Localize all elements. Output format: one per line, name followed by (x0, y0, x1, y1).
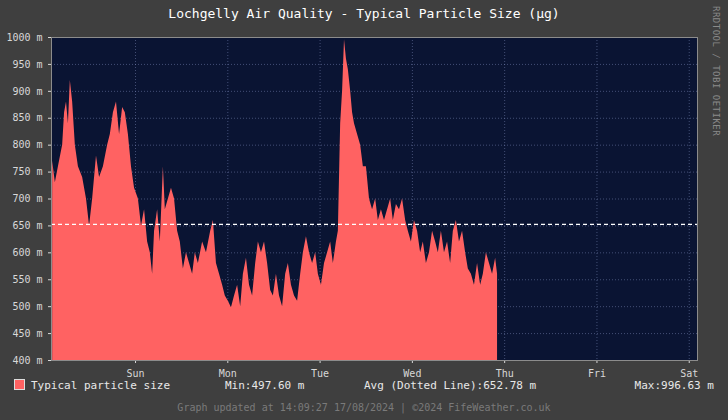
svg-text:700 m: 700 m (12, 193, 42, 204)
svg-text:750 m: 750 m (12, 166, 42, 177)
svg-text:Fri: Fri (588, 368, 606, 378)
svg-text:650 m: 650 m (12, 220, 42, 231)
html-text:Min:497.60 m: Min:497.60 m (225, 379, 305, 392)
svg-text:400 m: 400 m (12, 355, 42, 366)
html-text:Avg (Dotted Line):652.78 m: Avg (Dotted Line):652.78 m (364, 379, 537, 392)
html-text:Graph updated at 14:09:27 17/0: Graph updated at 14:09:27 17/08/2024 | ©… (177, 402, 551, 413)
svg-text:1000 m: 1000 m (6, 32, 42, 43)
svg-text:950 m: 950 m (12, 59, 42, 70)
svg-text:450 m: 450 m (12, 328, 42, 339)
svg-text:Sun: Sun (126, 368, 144, 378)
svg-text:800 m: 800 m (12, 139, 42, 150)
svg-text:Sat: Sat (680, 368, 698, 378)
svg-text:Mon: Mon (219, 368, 237, 378)
svg-text:900 m: 900 m (12, 86, 42, 97)
svg-text:500 m: 500 m (12, 301, 42, 312)
svg-text:Thu: Thu (496, 368, 514, 378)
svg-text:850 m: 850 m (12, 112, 42, 123)
svg-text:Wed: Wed (403, 368, 421, 378)
svg-text:Tue: Tue (311, 368, 329, 378)
svg-text:600 m: 600 m (12, 247, 42, 258)
svg-text:550 m: 550 m (12, 274, 42, 285)
html-text:Lochgelly Air Quality - Typica: Lochgelly Air Quality - Typical Particle… (168, 6, 560, 21)
html-text:RRDTOOL / TOBI OETIKER: RRDTOOL / TOBI OETIKER (711, 6, 721, 137)
html-text:Max:996.63 m: Max:996.63 m (634, 379, 714, 392)
html-text:Typical particle size: Typical particle size (31, 379, 171, 392)
